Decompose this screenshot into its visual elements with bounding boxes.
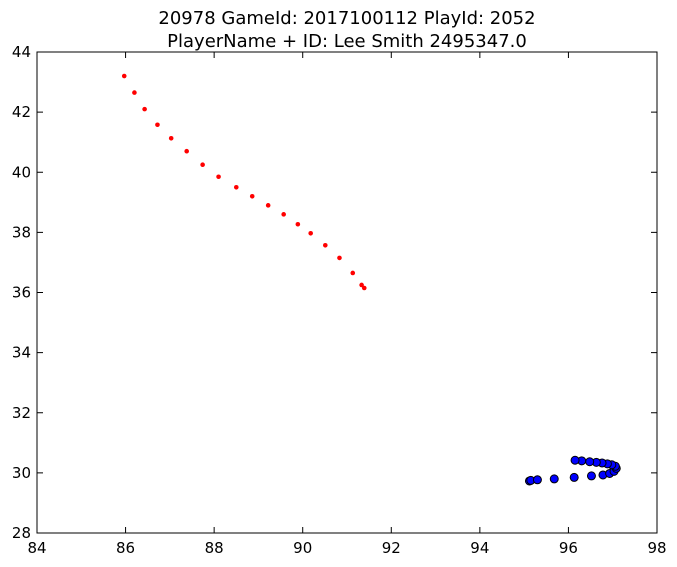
- series-1-point: [570, 455, 580, 465]
- data-marks: [121, 73, 621, 486]
- y-tick-label: 44: [12, 43, 31, 61]
- series-0-point: [361, 285, 367, 291]
- x-tick-label: 96: [559, 539, 578, 557]
- plot-area: [37, 52, 657, 533]
- series-1-point: [549, 474, 559, 484]
- y-tick-label: 30: [12, 464, 31, 482]
- series-1-point: [585, 457, 595, 467]
- x-tick-label: 86: [116, 539, 135, 557]
- series-0-point: [359, 282, 364, 288]
- series-0-point: [121, 73, 127, 79]
- series-0-point: [142, 106, 147, 112]
- y-tick-label: 28: [12, 524, 31, 542]
- series-0-point: [200, 162, 205, 168]
- series-0-point: [249, 194, 255, 199]
- x-tick-label: 98: [647, 539, 666, 557]
- series-0-point: [233, 184, 239, 190]
- series-0-point: [337, 255, 342, 261]
- plot-frame: [36, 51, 658, 534]
- series-0-point: [323, 243, 328, 248]
- y-tick-label: 36: [12, 284, 31, 302]
- series-1-point: [532, 475, 542, 485]
- series-0-point: [155, 122, 160, 128]
- y-tick-label: 42: [12, 103, 31, 121]
- series-0-point: [184, 148, 189, 154]
- y-tick-label: 40: [12, 163, 31, 181]
- chart-title-line1: 20978 GameId: 2017100112 PlayId: 2052: [158, 8, 535, 29]
- series-1-point: [586, 471, 596, 481]
- axis-ticks: 84 86 88 90 92 94 96 98 28 30 32 34 36 38 40 42 44: [12, 43, 667, 557]
- x-tick-label: 92: [382, 539, 401, 557]
- series-0-point: [350, 270, 356, 276]
- series-0-point: [295, 221, 301, 227]
- series-0-point: [168, 135, 174, 141]
- x-tick-label: 90: [293, 539, 312, 557]
- y-tick-label: 34: [12, 344, 31, 362]
- series-0-point: [132, 90, 137, 95]
- chart-title-line2: PlayerName + ID: Lee Smith 2495347.0: [167, 31, 527, 52]
- series-0-point: [281, 212, 286, 217]
- y-tick-label: 38: [12, 223, 31, 241]
- series-0-point: [216, 174, 221, 180]
- x-tick-label: 94: [470, 539, 489, 557]
- x-tick-label: 84: [27, 539, 46, 557]
- x-tick-label: 88: [205, 539, 224, 557]
- series-0-point: [265, 203, 271, 208]
- y-tick-label: 32: [12, 404, 31, 422]
- series-0-point: [308, 230, 313, 236]
- series-1-point: [569, 472, 579, 482]
